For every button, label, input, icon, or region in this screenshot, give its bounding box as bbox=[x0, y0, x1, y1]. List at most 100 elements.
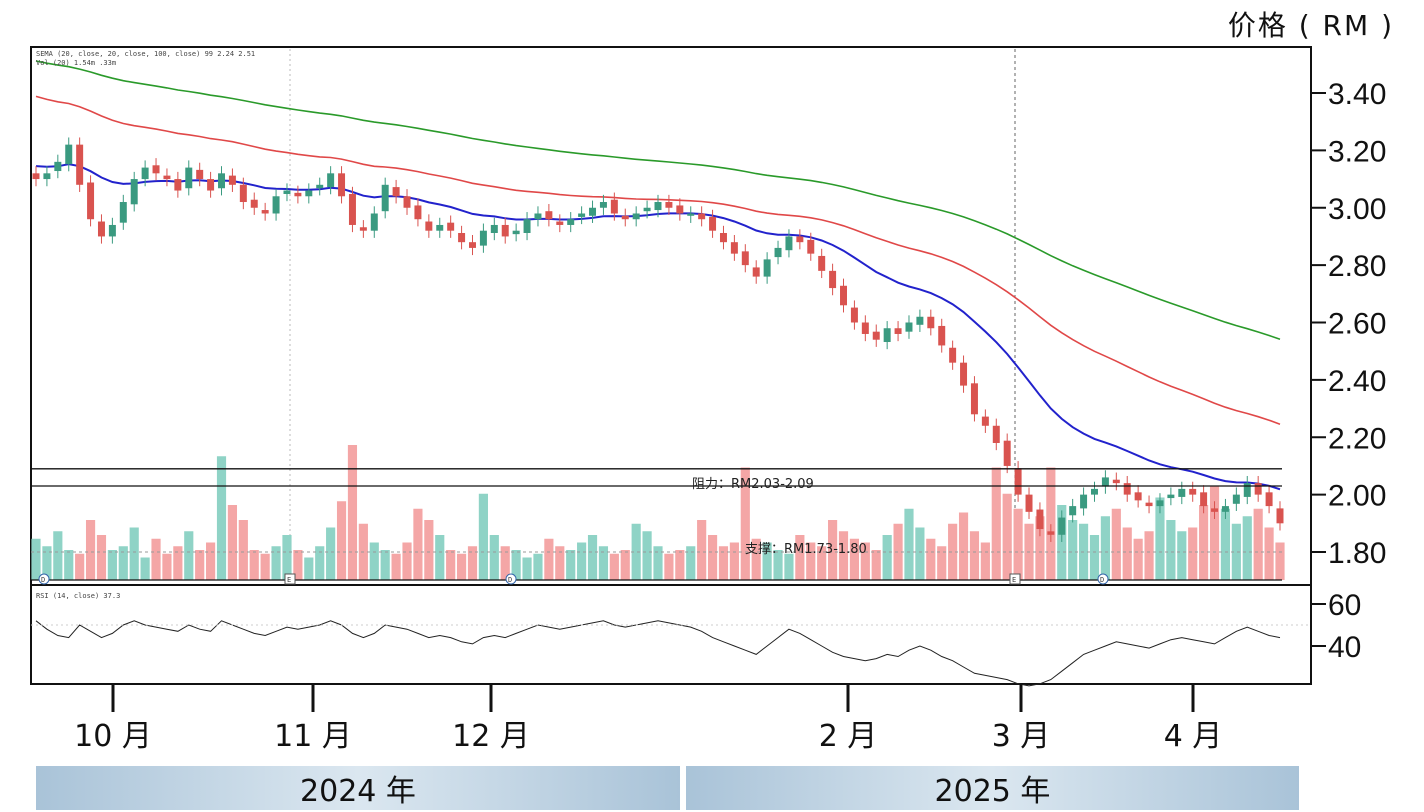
candle-body bbox=[774, 247, 782, 258]
y-tick-label: 3.40 bbox=[1328, 78, 1386, 111]
y-tick-label: 2.80 bbox=[1328, 250, 1386, 283]
candle-body bbox=[1200, 492, 1208, 507]
volume-bar bbox=[467, 546, 478, 580]
candle-body bbox=[447, 222, 455, 231]
volume-bar bbox=[566, 550, 576, 580]
volume-bar bbox=[773, 550, 783, 580]
candle-body bbox=[654, 202, 662, 211]
stock-chart: 3.40 3.20 3.00 2.80 2.60 2.40 2.20 2.00 1.80 60 40… bbox=[30, 46, 1386, 754]
volume-bar bbox=[260, 553, 270, 580]
rsi-tick-label: 40 bbox=[1328, 631, 1361, 664]
month-label: 4 月 bbox=[1164, 719, 1223, 754]
volume-bar bbox=[937, 546, 947, 580]
volume-bar bbox=[347, 445, 358, 580]
candle-body bbox=[1003, 440, 1011, 466]
volume-bar bbox=[1144, 531, 1154, 580]
candle-body bbox=[436, 224, 444, 231]
candle-body bbox=[1254, 483, 1262, 495]
volume-bar bbox=[129, 527, 139, 580]
candle-body bbox=[1232, 494, 1240, 504]
candle-body bbox=[141, 167, 149, 180]
y-tick-label: 2.20 bbox=[1328, 422, 1386, 455]
volume-bar bbox=[1166, 520, 1176, 580]
candle-body bbox=[218, 173, 226, 189]
event-marker bbox=[1009, 573, 1021, 585]
rsi-polyline bbox=[35, 620, 1281, 687]
volume-bar bbox=[140, 557, 150, 580]
event-marker-label: E bbox=[287, 576, 291, 584]
volume-bar bbox=[609, 553, 619, 580]
volume-bar bbox=[1177, 531, 1187, 580]
candle-body bbox=[1156, 500, 1164, 507]
volume-bar bbox=[1188, 527, 1198, 580]
candle-body bbox=[1276, 508, 1284, 524]
volume-bar bbox=[686, 546, 696, 580]
candle-body bbox=[545, 211, 553, 220]
volume-bar bbox=[216, 456, 227, 580]
volume-bar bbox=[620, 550, 630, 580]
year-band-2024: 2024 年 bbox=[36, 766, 680, 810]
candle-body bbox=[87, 182, 95, 220]
candle-body bbox=[283, 190, 291, 194]
candle-body bbox=[1221, 506, 1229, 512]
volume-bar bbox=[1253, 508, 1263, 580]
volume-bar bbox=[1089, 535, 1100, 580]
volume-bar bbox=[162, 553, 172, 580]
volume-bar bbox=[85, 520, 96, 580]
volume-bar bbox=[206, 542, 216, 580]
candle-body bbox=[730, 242, 738, 254]
volume-bar bbox=[555, 546, 565, 580]
candle-body bbox=[338, 173, 346, 197]
volume-bar bbox=[729, 542, 739, 580]
volume-bar bbox=[446, 550, 456, 580]
volume-bar bbox=[1220, 508, 1231, 580]
volume-bar bbox=[642, 531, 652, 580]
candle-body bbox=[1134, 492, 1142, 501]
volume-bar bbox=[838, 531, 849, 580]
candle-body bbox=[119, 202, 127, 223]
volume-bar bbox=[1275, 542, 1285, 580]
volume-bar bbox=[1002, 493, 1012, 580]
candle-body bbox=[567, 219, 575, 225]
volume-bar bbox=[118, 546, 128, 580]
volume-bar bbox=[282, 535, 292, 580]
volume-bar bbox=[544, 538, 554, 580]
candle-body bbox=[403, 196, 411, 208]
event-marker bbox=[284, 573, 296, 585]
volume-bars bbox=[31, 445, 1285, 580]
candle-body bbox=[785, 236, 793, 251]
volume-bar bbox=[849, 538, 860, 580]
candle-body bbox=[960, 362, 968, 386]
volume-bar bbox=[707, 535, 718, 580]
candle-body bbox=[174, 179, 182, 191]
candle-body bbox=[108, 224, 116, 237]
volume-bar bbox=[598, 546, 609, 580]
candle-body bbox=[894, 328, 902, 334]
candle-body bbox=[501, 224, 509, 237]
volume-bar bbox=[740, 467, 750, 580]
candle-body bbox=[1112, 479, 1120, 484]
candle-body bbox=[687, 213, 695, 216]
candle-body bbox=[872, 331, 880, 340]
candle-body bbox=[916, 316, 924, 325]
candle-body bbox=[512, 230, 520, 235]
candle-body bbox=[752, 267, 760, 277]
volume-bar bbox=[369, 542, 379, 580]
volume-bar bbox=[1111, 508, 1121, 580]
candle-body bbox=[359, 227, 367, 231]
candle-body bbox=[65, 144, 73, 165]
volume-bar bbox=[828, 520, 838, 580]
event-marker bbox=[38, 573, 50, 585]
volume-bar bbox=[577, 542, 587, 580]
candle-body bbox=[1167, 494, 1175, 499]
y-tick-label: 3.20 bbox=[1328, 135, 1386, 168]
candle-body bbox=[1025, 494, 1033, 512]
y-tick-label: 2.40 bbox=[1328, 365, 1386, 398]
volume-bar bbox=[904, 508, 914, 580]
rsi-line bbox=[31, 620, 1311, 687]
candle-body bbox=[1145, 502, 1153, 507]
volume-bar bbox=[478, 493, 488, 580]
volume-bar bbox=[413, 508, 423, 580]
volume-bar bbox=[817, 546, 827, 580]
candle-body bbox=[32, 173, 40, 180]
